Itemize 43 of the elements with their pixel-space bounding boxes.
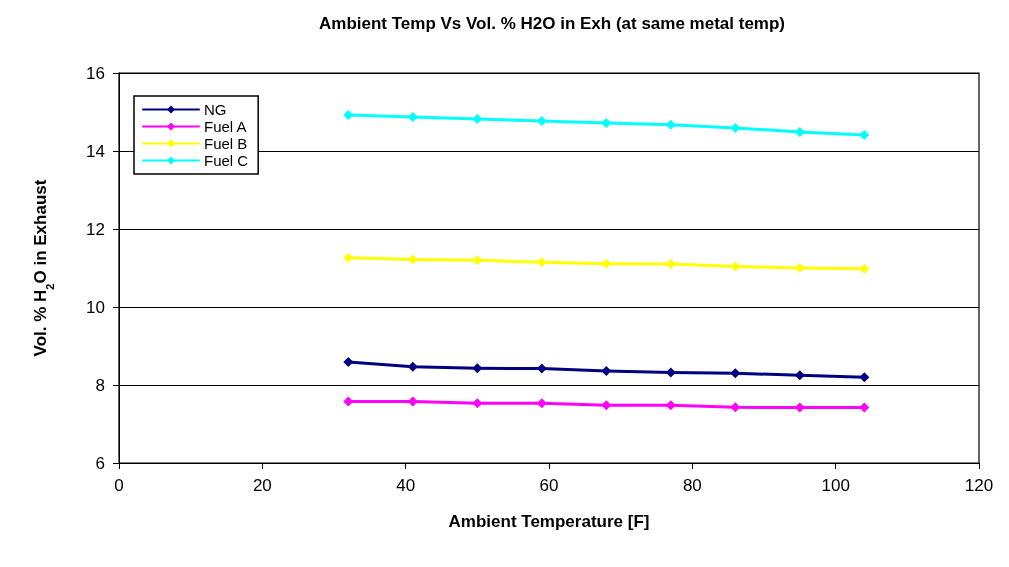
- point: [859, 372, 870, 383]
- point: [665, 400, 676, 411]
- point: [601, 365, 612, 376]
- x-tick-label: 60: [539, 476, 559, 495]
- point: [859, 263, 870, 274]
- x-tick-label: 120: [964, 476, 994, 495]
- y-tick-label: 16: [86, 63, 105, 83]
- point: [601, 117, 612, 128]
- point: [601, 258, 612, 269]
- legend-label: Fuel A: [204, 118, 247, 135]
- x-axis-title: Ambient Temperature [F]: [448, 512, 650, 531]
- point: [665, 367, 676, 378]
- chart-title: Ambient Temp Vs Vol. % H2O in Exh (at same metal temp): [318, 14, 786, 33]
- point: [794, 370, 805, 381]
- point: [536, 257, 547, 268]
- legend-label: NG: [204, 101, 227, 118]
- x-tick-label: 40: [396, 476, 416, 495]
- point: [536, 398, 547, 409]
- point: [407, 254, 418, 265]
- point: [472, 398, 483, 409]
- point: [730, 261, 741, 272]
- x-tick-label: 100: [821, 476, 850, 495]
- y-tick-label: 8: [95, 375, 105, 395]
- point: [601, 400, 612, 411]
- x-tick-label: 0: [114, 476, 124, 495]
- point: [472, 114, 483, 125]
- y-tick-label: 6: [95, 453, 105, 473]
- point: [343, 110, 354, 121]
- y-tick-label: 12: [86, 219, 105, 239]
- y-tick-label: 10: [86, 297, 105, 317]
- point: [730, 402, 741, 413]
- x-tick-label: 80: [682, 476, 702, 495]
- point: [859, 130, 870, 141]
- point: [730, 122, 741, 133]
- x-tick-label: 20: [252, 476, 272, 495]
- y-tick-label: 14: [86, 141, 105, 161]
- legend-label: Fuel C: [204, 152, 249, 169]
- point: [343, 252, 354, 263]
- point: [343, 356, 354, 367]
- y-axis-title: Vol. % H2O in Exhaust: [31, 179, 56, 357]
- point: [472, 363, 483, 374]
- legend-label: Fuel B: [204, 135, 248, 152]
- point: [407, 361, 418, 372]
